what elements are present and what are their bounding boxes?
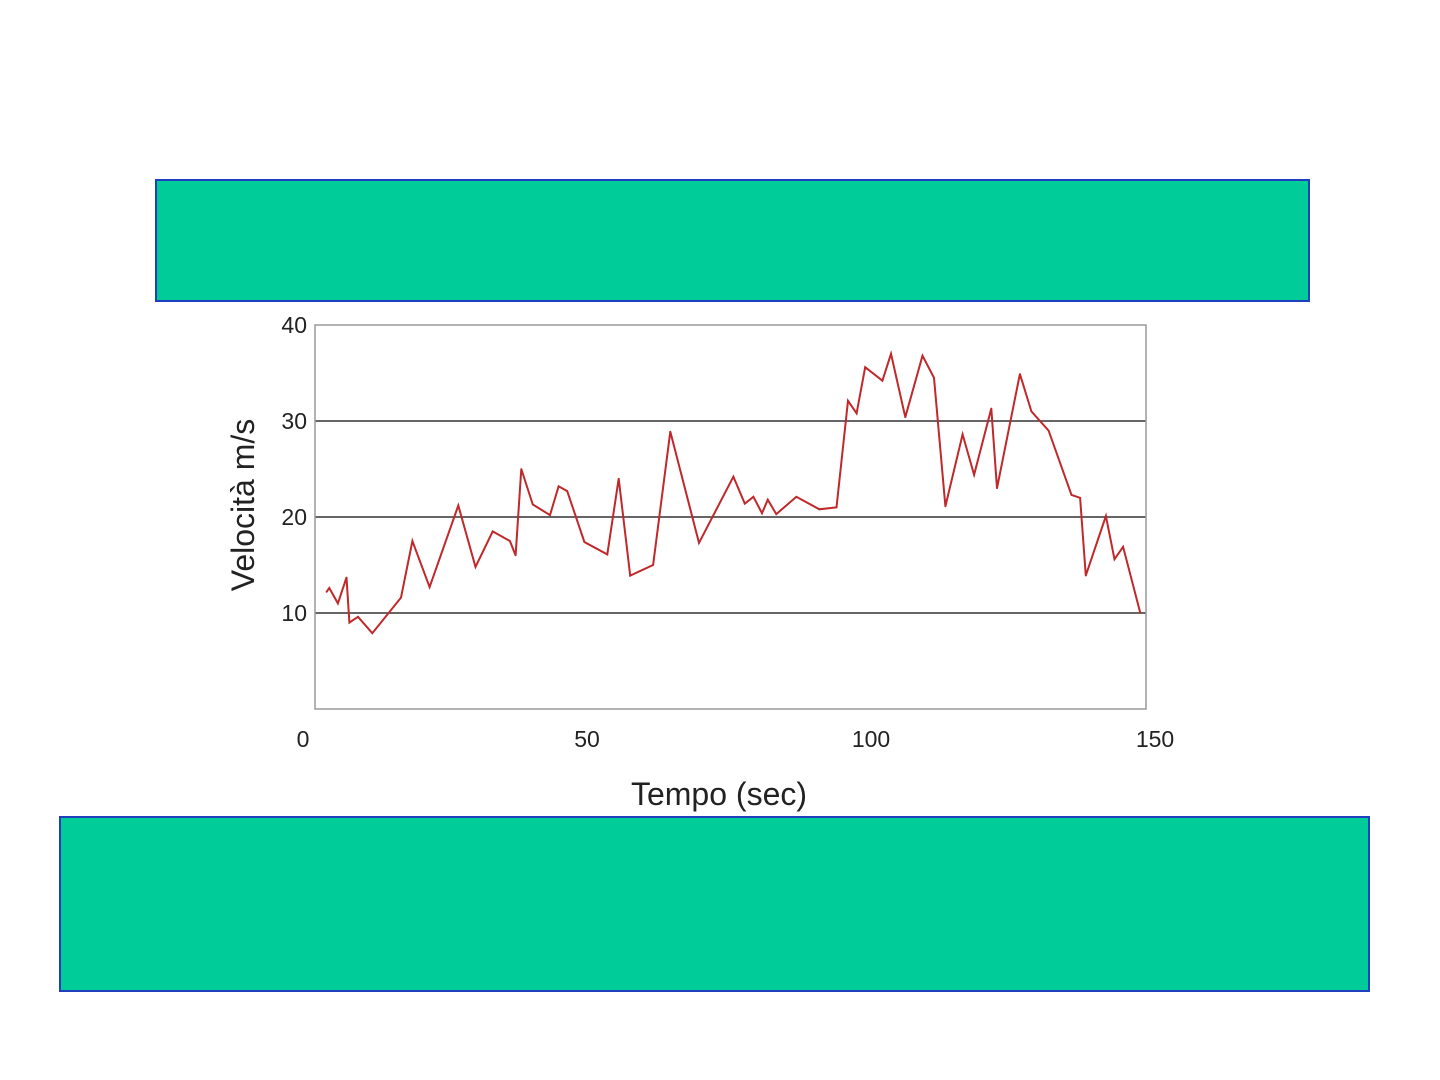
data-point bbox=[961, 433, 964, 436]
grid-lines bbox=[315, 420, 1146, 614]
x-tick-label-150: 150 bbox=[1136, 726, 1174, 752]
data-point bbox=[557, 485, 560, 488]
plot-frame bbox=[314, 324, 1147, 710]
data-point bbox=[904, 416, 907, 419]
series-layer bbox=[325, 349, 1142, 635]
data-point bbox=[371, 632, 374, 635]
data-point bbox=[629, 574, 632, 577]
data-point bbox=[583, 541, 586, 543]
data-point bbox=[1122, 545, 1124, 548]
data-point bbox=[933, 376, 935, 379]
data-point bbox=[325, 591, 328, 593]
y-tick-label-30: 30 bbox=[281, 408, 307, 434]
top-green-banner bbox=[155, 179, 1310, 302]
data-point bbox=[944, 505, 947, 508]
x-tick-label-0: 0 bbox=[297, 726, 310, 752]
data-point bbox=[795, 495, 798, 498]
data-point bbox=[996, 487, 998, 490]
data-point bbox=[1030, 410, 1033, 413]
x-tick-labels: 0 50 100 150 bbox=[297, 726, 1175, 752]
data-point bbox=[775, 513, 778, 515]
data-point bbox=[520, 468, 523, 470]
data-point bbox=[835, 506, 838, 509]
data-point bbox=[698, 542, 700, 544]
data-point bbox=[766, 498, 769, 501]
data-point bbox=[1047, 429, 1050, 432]
data-point bbox=[337, 602, 339, 605]
data-point bbox=[566, 490, 569, 492]
data-point bbox=[847, 399, 849, 402]
y-tick-labels: 10 20 30 40 bbox=[281, 312, 307, 626]
data-point bbox=[617, 477, 620, 480]
data-point bbox=[1070, 494, 1073, 496]
x-axis-title: Tempo (sec) bbox=[631, 776, 807, 812]
data-point bbox=[549, 514, 551, 516]
data-point bbox=[973, 473, 975, 476]
data-point bbox=[1084, 574, 1087, 577]
data-point bbox=[400, 596, 402, 599]
data-point bbox=[818, 508, 821, 511]
data-point bbox=[864, 366, 867, 369]
data-point bbox=[531, 503, 534, 506]
data-point bbox=[732, 475, 735, 478]
data-point bbox=[474, 566, 477, 568]
data-point bbox=[1079, 496, 1081, 499]
data-point bbox=[1019, 373, 1021, 375]
data-point bbox=[1105, 515, 1107, 517]
y-tick-label-10: 10 bbox=[281, 600, 307, 626]
data-point bbox=[514, 554, 517, 557]
data-point bbox=[345, 576, 348, 579]
data-point bbox=[855, 412, 858, 415]
data-point bbox=[752, 495, 755, 498]
data-point bbox=[1139, 612, 1142, 614]
data-point bbox=[509, 540, 511, 542]
data-point bbox=[457, 504, 460, 507]
y-tick-label-20: 20 bbox=[281, 504, 307, 530]
data-point bbox=[428, 586, 431, 588]
data-point bbox=[761, 512, 763, 515]
data-point bbox=[652, 564, 654, 566]
data-point bbox=[881, 379, 884, 382]
data-point bbox=[411, 540, 414, 542]
data-point bbox=[606, 553, 609, 556]
data-point bbox=[328, 587, 331, 589]
data-point bbox=[1113, 558, 1116, 561]
data-point bbox=[743, 502, 746, 505]
data-point bbox=[669, 430, 672, 433]
data-point bbox=[348, 621, 351, 624]
y-axis-title: Velocità m/s bbox=[225, 419, 261, 592]
data-point bbox=[890, 352, 892, 355]
bottom-green-banner bbox=[59, 816, 1370, 992]
x-tick-label-100: 100 bbox=[852, 726, 890, 752]
y-tick-label-40: 40 bbox=[281, 312, 307, 338]
data-point bbox=[921, 354, 924, 357]
x-tick-label-50: 50 bbox=[574, 726, 600, 752]
data-point bbox=[491, 530, 494, 533]
data-point bbox=[357, 615, 359, 618]
data-point bbox=[990, 407, 993, 410]
series-line-0 bbox=[325, 349, 1142, 635]
